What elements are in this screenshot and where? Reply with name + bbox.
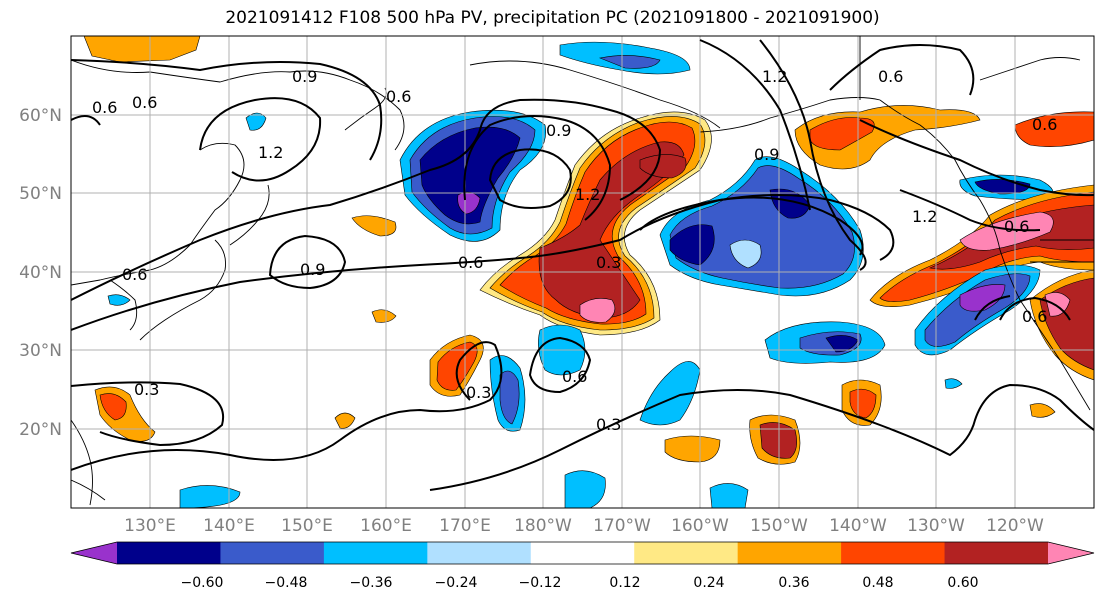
lon-label: 160°E xyxy=(360,516,412,536)
longitude-labels: 130°E 140°E 150°E 160°E 170°E 180°W 170°… xyxy=(124,516,1044,536)
colorbar-segment xyxy=(634,542,739,564)
lon-label: 120°W xyxy=(986,516,1044,536)
lon-label: 170°W xyxy=(593,516,651,536)
colorbar-tick-label: −0.12 xyxy=(519,575,562,591)
colorbar-tick-label: 0.36 xyxy=(778,575,809,591)
map-frame xyxy=(70,35,1095,509)
lat-label: 20°N xyxy=(19,420,62,440)
contour-label: 0.6 xyxy=(92,98,117,117)
map-area: 0.9 0.6 0.6 1.2 0.6 1.2 0.9 0.6 0.9 0.6 … xyxy=(71,36,1094,508)
colorbar-tick-label: 0.60 xyxy=(947,575,978,591)
contour-label: 0.6 xyxy=(1022,307,1047,326)
colorbar-segment xyxy=(323,542,428,564)
contour-labels: 0.9 0.6 0.6 1.2 0.6 1.2 0.9 0.6 0.9 0.6 … xyxy=(92,67,1057,434)
lon-label: 130°W xyxy=(907,516,965,536)
colorbar-outline xyxy=(70,541,1095,565)
lon-label: 150°E xyxy=(281,516,333,536)
contour-label: 0.6 xyxy=(132,93,157,112)
lon-label: 140°W xyxy=(829,516,887,536)
colorbar-tick-label: 0.24 xyxy=(693,575,724,591)
lon-label: 180°W xyxy=(514,516,572,536)
colorbar xyxy=(70,541,1095,565)
colorbar-segment xyxy=(530,542,635,564)
latitude-labels: 60°N 50°N 40°N 30°N 20°N xyxy=(19,106,62,440)
colorbar-segment xyxy=(841,542,946,564)
colorbar-tick-label: 0.12 xyxy=(609,575,640,591)
colorbar-extend-low xyxy=(71,542,117,564)
contour-label: 0.9 xyxy=(754,145,779,164)
lat-label: 50°N xyxy=(19,184,62,204)
contour-label: 1.2 xyxy=(258,143,283,162)
lon-label: 160°W xyxy=(671,516,729,536)
plot-title: 2021091412 F108 500 hPa PV, precipitatio… xyxy=(225,8,880,28)
contour-label: 0.3 xyxy=(134,380,159,399)
contour-label: 0.9 xyxy=(546,121,571,140)
contour-label: 0.6 xyxy=(1032,115,1057,134)
colorbar-segment xyxy=(220,542,325,564)
contour-label: 0.3 xyxy=(596,415,621,434)
contour-label: 0.6 xyxy=(458,253,483,272)
coastlines xyxy=(71,36,1094,506)
contour-label: 0.6 xyxy=(562,367,587,386)
contour-label: 0.9 xyxy=(292,67,317,86)
contour-label: 0.6 xyxy=(878,67,903,86)
lon-label: 130°E xyxy=(124,516,176,536)
colorbar-segment xyxy=(737,542,842,564)
colorbar-extend-high xyxy=(1048,542,1094,564)
colorbar-tick-label: −0.48 xyxy=(265,575,308,591)
colorbar-segment xyxy=(427,542,532,564)
colorbar-segment xyxy=(117,542,221,564)
lat-label: 30°N xyxy=(19,341,62,361)
gridlines xyxy=(71,36,1094,508)
lat-label: 60°N xyxy=(19,106,62,126)
colorbar-tick-label: 0.48 xyxy=(862,575,893,591)
lon-label: 140°E xyxy=(203,516,255,536)
contour-label: 1.2 xyxy=(575,185,600,204)
contour-label: 0.3 xyxy=(596,253,621,272)
lon-label: 170°E xyxy=(439,516,491,536)
contour-label: 0.6 xyxy=(386,87,411,106)
colorbar-segment xyxy=(944,542,1049,564)
contour-label: 1.2 xyxy=(912,207,937,226)
colorbar-tick-label: −0.60 xyxy=(181,575,224,591)
shaded-fields xyxy=(83,36,1094,508)
contour-label: 0.3 xyxy=(466,383,491,402)
contour-label: 0.6 xyxy=(122,265,147,284)
contour-label: 0.6 xyxy=(1004,217,1029,236)
lat-label: 40°N xyxy=(19,263,62,283)
colorbar-tick-label: −0.36 xyxy=(350,575,393,591)
pv-contours xyxy=(71,39,1094,491)
contour-label: 0.9 xyxy=(300,260,325,279)
lon-label: 150°W xyxy=(750,516,808,536)
colorbar-tick-labels: −0.60 −0.48 −0.36 −0.24 −0.12 0.12 0.24 … xyxy=(181,575,979,591)
contour-label: 1.2 xyxy=(762,67,787,86)
colorbar-tick-label: −0.24 xyxy=(435,575,478,591)
